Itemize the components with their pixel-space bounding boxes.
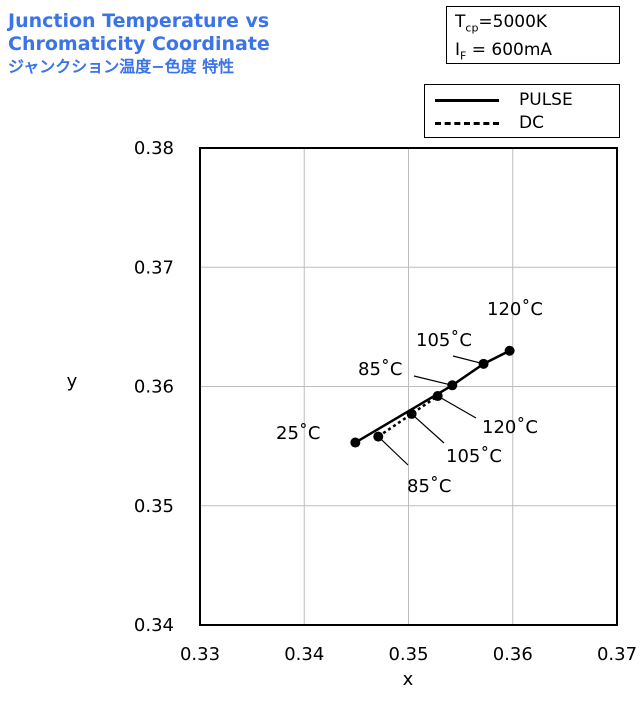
annotation-leader-line — [452, 355, 484, 365]
temperature-annotation: 85˚C — [407, 476, 451, 497]
annotation-leader-line — [411, 413, 445, 444]
legend-item-pulse: PULSE — [435, 89, 615, 111]
temperature-annotation: 120˚C — [482, 417, 538, 438]
legend-label-pulse: PULSE — [519, 90, 573, 110]
y-tick-label: 0.35 — [134, 496, 174, 517]
x-tick-label: 0.33 — [180, 644, 220, 665]
data-point-dc — [406, 408, 417, 419]
x-tick-label: 0.34 — [284, 644, 324, 665]
data-point-pulse — [447, 380, 458, 391]
series-line-pulse — [354, 349, 511, 444]
legend-label-dc: DC — [519, 113, 544, 133]
plot-frame — [199, 147, 618, 626]
annotation-leader-line — [437, 395, 477, 419]
legend: PULSE DC — [424, 84, 620, 138]
y-tick-label: 0.34 — [134, 615, 174, 636]
temperature-annotation: 105˚C — [416, 330, 472, 351]
chart-title-line2: Chromaticity Coordinate — [8, 33, 270, 55]
legend-item-dc: DC — [435, 112, 615, 134]
temperature-annotation: 25˚C — [276, 423, 320, 444]
x-tick-label: 0.36 — [493, 644, 533, 665]
data-point-dc — [432, 391, 443, 402]
temperature-annotation: 85˚C — [358, 359, 402, 380]
chart-title-japanese: ジャンクション温度−色度 特性 — [8, 57, 235, 76]
y-tick-label: 0.38 — [134, 138, 174, 159]
legend-swatch-solid — [435, 99, 499, 102]
chart-title: Junction Temperature vs Chromaticity Coo… — [8, 10, 270, 77]
y-tick-label: 0.37 — [134, 257, 174, 278]
data-point-pulse — [504, 345, 515, 356]
x-axis-label: x — [403, 669, 414, 690]
y-tick-label: 0.36 — [134, 377, 174, 398]
chart-title-line1: Junction Temperature vs — [8, 10, 270, 32]
data-point-dc — [373, 431, 384, 442]
condition-tcp: Tcp=5000K — [455, 12, 548, 35]
x-tick-label: 0.37 — [597, 644, 637, 665]
conditions-box: Tcp=5000K IF = 600mA — [446, 6, 620, 64]
series-line-dc — [377, 395, 439, 438]
temperature-annotation: 105˚C — [446, 446, 502, 467]
x-tick-label: 0.35 — [388, 644, 428, 665]
annotation-leader-line — [413, 375, 453, 386]
data-point-pulse — [350, 437, 361, 448]
annotation-leader-line — [377, 436, 409, 466]
condition-if: IF = 600mA — [455, 40, 553, 63]
y-axis-label: y — [67, 371, 78, 392]
legend-swatch-dashed — [435, 122, 499, 125]
data-point-pulse — [478, 358, 489, 369]
temperature-annotation: 120˚C — [487, 299, 543, 320]
